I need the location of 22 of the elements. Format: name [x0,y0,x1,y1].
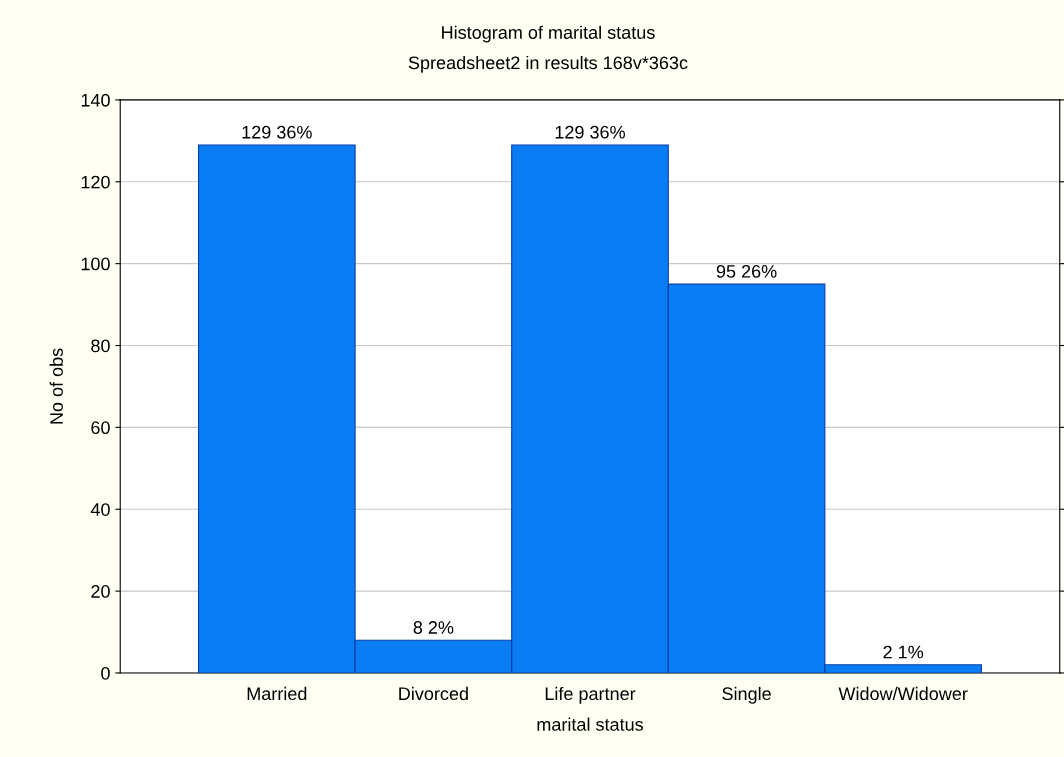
data-label: 8 2% [413,621,454,634]
y-tick-label: 80 [91,339,110,353]
data-label: 2 1% [883,645,924,659]
y-tick-label: 40 [90,503,110,516]
y-tick-label: 120 [81,175,110,189]
x-tick-label: Life partner [545,686,636,704]
x-tick-label: Married [247,686,307,701]
y-axis-title: No of obs [49,348,63,424]
y-tick-label: 140 [81,93,110,107]
data-label: 95 26% [716,264,777,278]
x-axis-title: marital status [537,717,644,731]
y-tick-label: 100 [81,257,110,271]
y-tick-label: 0 [101,666,110,680]
chart-subtitle: Spreadsheet2 in results 168v*363c [408,55,688,73]
data-label: 129 36% [555,125,625,139]
chart-title: Histogram of marital status [442,25,655,43]
y-tick-label: 20 [91,585,110,598]
y-tick-label: 60 [91,421,110,435]
data-label: 129 36% [242,125,312,139]
x-tick-label: Single [722,686,771,704]
x-tick-label: Widow/Widower [838,686,968,701]
x-tick-label: Divorced [399,686,468,701]
